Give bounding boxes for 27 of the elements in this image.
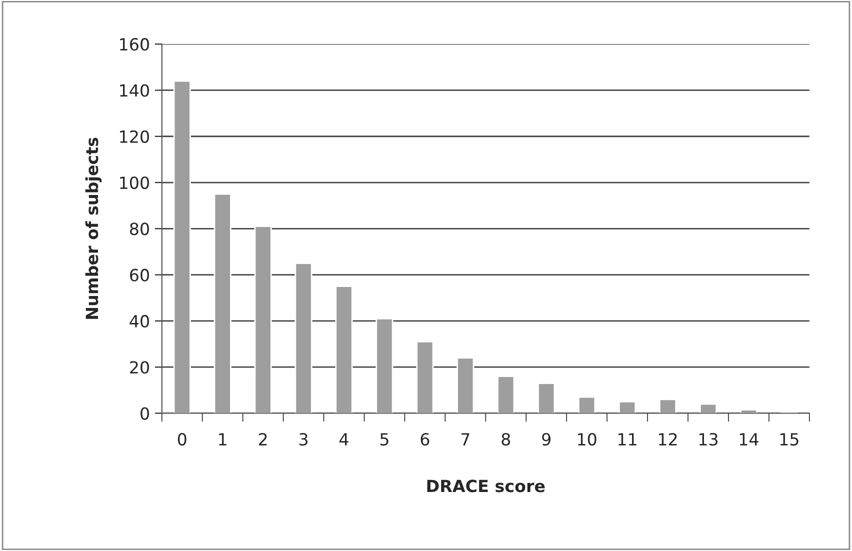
x-tick-label: 15 [780,433,798,446]
x-tick-label: 10 [578,432,596,446]
y-tick-label: 80 [130,222,149,236]
x-tick-label: 1 [219,433,226,446]
x-tick-label: 7 [461,433,470,446]
x-tick-label: 5 [380,433,388,446]
x-tick-label: 9 [542,432,550,446]
y-tick-label: 40 [130,314,149,328]
x-tick-label: 6 [420,432,430,446]
x-axis-title: DRACE score [427,480,545,492]
x-tick-label: 3 [299,432,308,446]
y-tick-label: 140 [120,84,149,97]
x-tick-label: 0 [178,432,186,446]
y-tick-label: 160 [120,38,149,51]
x-tick-label: 4 [340,433,348,446]
y-tick-label: 120 [120,130,149,143]
y-tick-label: 0 [140,407,149,420]
x-tick-label: 12 [658,432,677,446]
x-tick-label: 13 [699,432,718,446]
y-axis-title: Number of subjects [85,138,102,319]
x-tick-label: 14 [740,433,758,446]
y-tick-label: 100 [120,176,149,190]
y-tick-label: 60 [130,268,149,282]
x-tick-label: 2 [258,432,267,446]
x-tick-label: 11 [618,433,636,446]
x-tick-label: 8 [502,432,510,446]
y-tick-label: 20 [130,361,149,374]
